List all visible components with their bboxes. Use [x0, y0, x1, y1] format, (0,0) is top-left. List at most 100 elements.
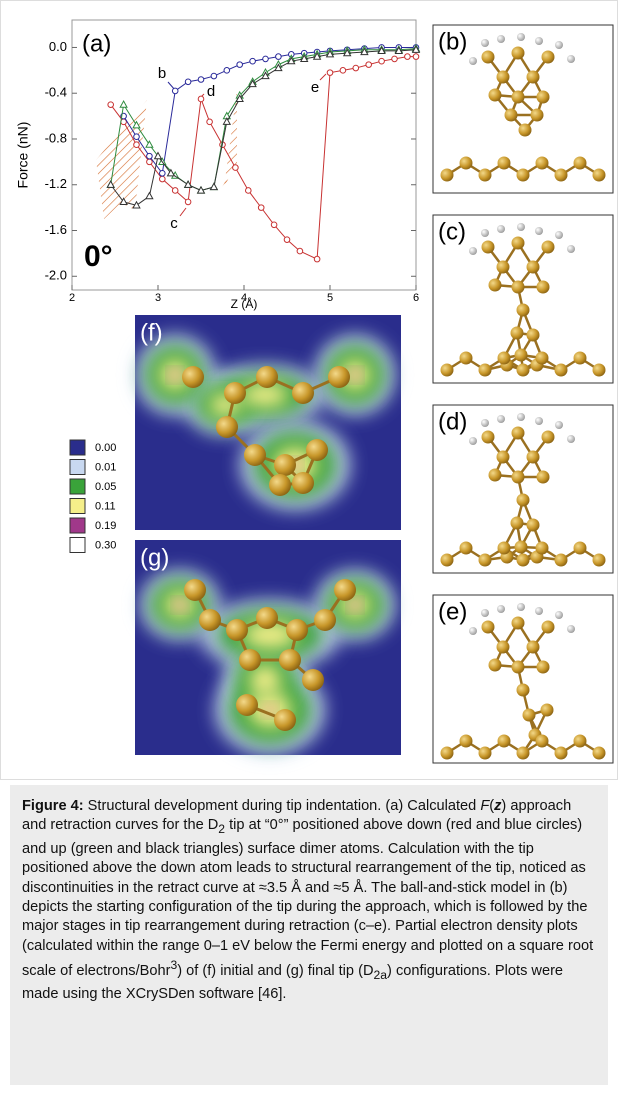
panel-label: (b) — [438, 28, 467, 55]
atom — [536, 542, 549, 555]
atom — [574, 157, 587, 170]
atom — [542, 621, 555, 634]
hydrogen-atom — [567, 55, 575, 63]
caption-text: 2a — [374, 968, 388, 982]
atom — [497, 71, 510, 84]
atom — [199, 609, 221, 631]
atom — [226, 619, 248, 641]
annotation: e — [311, 79, 319, 96]
scale-label: 0.11 — [95, 500, 116, 512]
atom — [519, 124, 532, 137]
hydrogen-atom — [555, 41, 563, 49]
hydrogen-atom — [469, 247, 477, 255]
marker — [160, 171, 166, 177]
atom — [460, 352, 473, 365]
atom — [482, 621, 495, 634]
atom — [460, 542, 473, 555]
x-tick-label: 5 — [327, 292, 333, 304]
hydrogen-atom — [497, 35, 505, 43]
atom — [497, 261, 510, 274]
hydrogen-atom — [481, 39, 489, 47]
marker — [160, 176, 166, 182]
x-tick-label: 6 — [413, 292, 419, 304]
y-tick-label: -0.8 — [45, 130, 67, 145]
hydrogen-atom — [469, 627, 477, 635]
atom — [527, 519, 540, 532]
atom — [460, 735, 473, 748]
scale-label: 0.30 — [95, 539, 116, 551]
density-peak — [350, 370, 360, 380]
marker — [233, 165, 239, 171]
series-line — [124, 47, 416, 173]
scale-swatch — [70, 518, 85, 533]
marker — [211, 73, 217, 79]
panels: (b)(c)(d)(e)(f)(g)0.000.010.050.110.190.… — [70, 25, 613, 763]
scale-label: 0.05 — [95, 481, 116, 493]
atom — [489, 279, 502, 292]
atom — [593, 747, 606, 760]
marker — [185, 199, 191, 205]
y-axis-label: Force (nN) — [15, 122, 31, 189]
atom — [536, 735, 549, 748]
marker — [198, 77, 204, 83]
marker — [284, 237, 290, 243]
atom — [537, 91, 550, 104]
panel-label: (d) — [438, 408, 467, 435]
atom — [328, 366, 350, 388]
atom — [498, 735, 511, 748]
atom — [279, 649, 301, 671]
y-tick-label: -1.6 — [45, 222, 67, 237]
marker — [172, 188, 178, 194]
atom — [527, 641, 540, 654]
atom — [497, 451, 510, 464]
marker — [340, 68, 346, 74]
atom — [441, 169, 454, 182]
atom — [542, 431, 555, 444]
atom — [593, 554, 606, 567]
atom — [555, 364, 568, 377]
scale-swatch — [70, 460, 85, 475]
atom — [505, 109, 518, 122]
hydrogen-atom — [567, 435, 575, 443]
hydrogen-atom — [481, 419, 489, 427]
atom — [512, 427, 525, 440]
marker — [271, 222, 277, 228]
panel-label: (g) — [140, 544, 169, 571]
figure: (a) 0° Force (nN) Z (Å) b c d e (b)(c)(d… — [0, 0, 618, 780]
atom — [498, 352, 511, 365]
hydrogen-atom — [555, 611, 563, 619]
atom — [517, 169, 530, 182]
atom — [555, 169, 568, 182]
hydrogen-atom — [517, 223, 525, 231]
atom — [441, 747, 454, 760]
atom — [512, 617, 525, 630]
hydrogen-atom — [497, 605, 505, 613]
atom — [555, 747, 568, 760]
marker — [263, 56, 269, 62]
marker — [413, 54, 419, 60]
marker — [146, 141, 153, 147]
marker — [146, 193, 153, 199]
marker — [211, 183, 218, 189]
atom — [574, 542, 587, 555]
marker — [198, 96, 204, 102]
atom — [441, 554, 454, 567]
caption-text: ) of (f) initial and (g) final tip (D — [177, 963, 373, 979]
panel-label: (c) — [438, 218, 466, 245]
marker — [405, 54, 411, 60]
x-tick-label: 3 — [155, 292, 161, 304]
atom — [517, 684, 530, 697]
atom — [256, 366, 278, 388]
panel-label: (f) — [140, 319, 163, 346]
marker — [108, 102, 114, 108]
marker — [207, 119, 213, 125]
atom — [537, 281, 550, 294]
hydrogen-atom — [567, 245, 575, 253]
marker — [147, 153, 153, 159]
atom — [574, 352, 587, 365]
marker — [172, 88, 178, 94]
atom — [274, 709, 296, 731]
atom — [286, 619, 308, 641]
page: (a) 0° Force (nN) Z (Å) b c d e (b)(c)(d… — [0, 0, 618, 1095]
marker — [134, 134, 140, 140]
